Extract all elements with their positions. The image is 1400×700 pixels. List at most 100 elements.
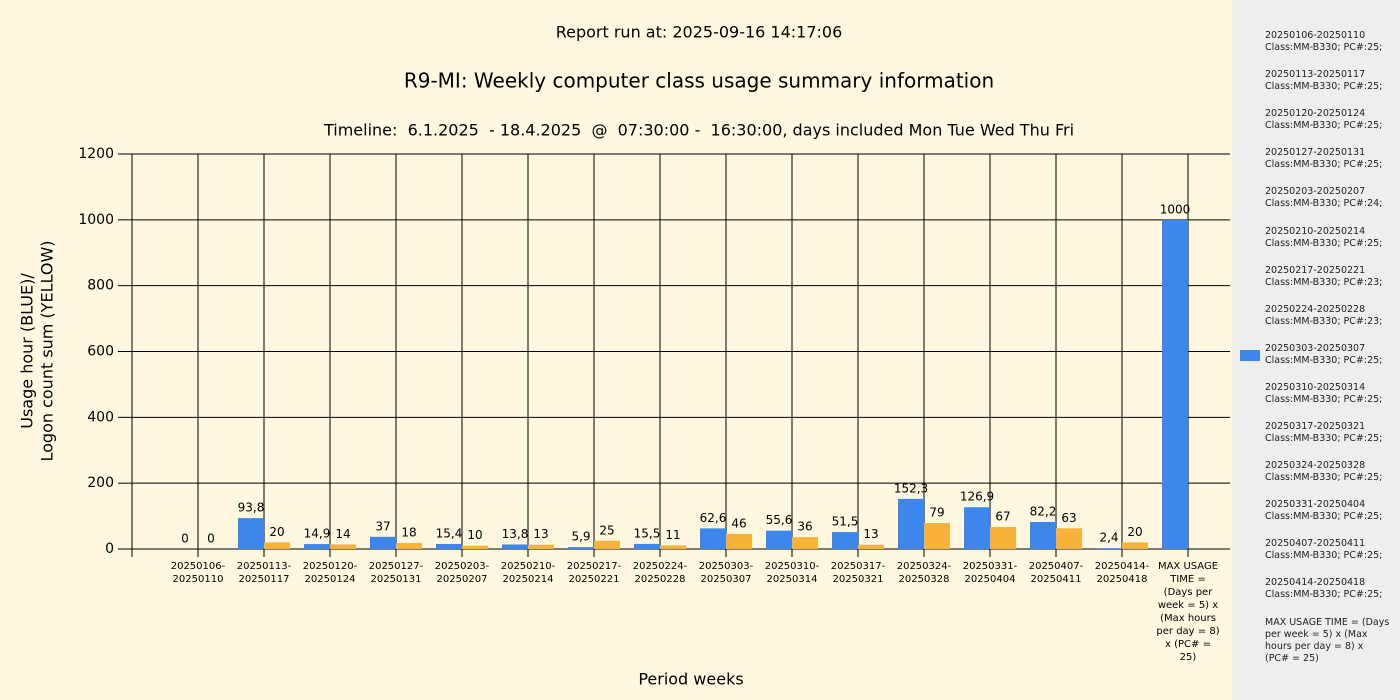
legend-entry: 20250120-20250124 Class:MM-B330; PC#:25;: [1265, 108, 1390, 132]
x-tick-label: 20250120-20250124: [302, 561, 358, 585]
bar: [502, 544, 528, 549]
data-label: 55,6: [766, 513, 793, 527]
legend-label: 20250324-20250328: [1265, 460, 1366, 472]
legend-entry: 20250303-20250307 Class:MM-B330; PC#:25;: [1265, 343, 1390, 367]
data-label: 46: [731, 516, 746, 530]
x-tick-label: 20250106-20250110: [170, 561, 226, 585]
legend-entry: 20250217-20250221 Class:MM-B330; PC#:23;: [1265, 265, 1390, 289]
legend-detail: Class:MM-B330; PC#:25;: [1265, 433, 1383, 444]
y-tick-label: 600: [87, 344, 114, 360]
x-tick-label: 20250217-20250221: [566, 561, 622, 585]
data-label: 93,8: [238, 501, 265, 515]
legend-entry: 20250203-20250207 Class:MM-B330; PC#:24;: [1265, 186, 1390, 210]
data-label: 11: [665, 528, 680, 542]
x-tick-label: 20250203-20250207: [434, 561, 490, 585]
bar: [898, 498, 924, 549]
legend-detail: Class:MM-B330; PC#:23;: [1265, 315, 1383, 327]
data-label: 82,2: [1030, 504, 1057, 518]
x-tick-label: 20250407-20250411: [1028, 561, 1084, 585]
legend-label: 20250203-20250207: [1265, 186, 1366, 198]
x-tick-label: 20250414-20250418: [1094, 561, 1150, 585]
data-label: 126,9: [960, 490, 994, 504]
data-label: 20: [1127, 525, 1142, 539]
x-tick-label: 20250113-20250117: [236, 561, 292, 585]
bar: [264, 542, 290, 549]
legend-detail: Class:MM-B330; PC#:25;: [1265, 550, 1383, 562]
data-label: 79: [929, 505, 944, 519]
legend-label: 20250317-20250321: [1265, 421, 1366, 432]
legend-entry: 20250324-20250328 Class:MM-B330; PC#:25;: [1265, 460, 1390, 484]
bar: [700, 528, 726, 549]
legend-entry: 20250407-20250411 Class:MM-B330; PC#:25;: [1265, 538, 1390, 562]
legend-detail: Class:MM-B330; PC#:25;: [1265, 159, 1383, 171]
data-label: 25: [599, 523, 614, 537]
legend-detail: Class:MM-B330; PC#:25;: [1265, 120, 1383, 132]
data-label: 13: [863, 527, 878, 541]
chart-subtitle: Timeline: 6.1.2025 - 18.4.2025 @ 07:30:0…: [323, 121, 1074, 140]
legend-swatch: [1240, 349, 1260, 361]
data-label: 62,6: [700, 511, 727, 525]
data-label: 2,4: [1099, 531, 1118, 545]
bar: [594, 540, 620, 549]
legend-detail: Class:MM-B330; PC#:23;: [1265, 276, 1383, 288]
y-tick-label: 1200: [78, 146, 114, 162]
bar: [238, 518, 264, 549]
legend-entry: 20250106-20250110 Class:MM-B330; PC#:25;: [1265, 30, 1390, 54]
legend-detail: Class:MM-B330; PC#:25;: [1265, 81, 1383, 93]
bar: [766, 530, 792, 549]
bar: [436, 543, 462, 549]
y-axis-label: Logon count sum (YELLOW): [38, 240, 57, 461]
y-tick-label: 400: [87, 409, 114, 425]
legend-entry: 20250331-20250404 Class:MM-B330; PC#:25;: [1265, 499, 1390, 523]
bar: [832, 532, 858, 549]
y-tick-label: 800: [87, 278, 114, 294]
legend-detail: Class:MM-B330; PC#:25;: [1265, 354, 1383, 366]
legend-label: 20250310-20250314: [1265, 381, 1366, 393]
legend-label: 20250127-20250131: [1265, 147, 1366, 159]
legend-entry: 20250224-20250228 Class:MM-B330; PC#:23;: [1265, 304, 1390, 328]
data-label: 14: [335, 527, 350, 541]
legend-entry: 20250127-20250131 Class:MM-B330; PC#:25;: [1265, 147, 1390, 171]
x-axis-label: Period weeks: [638, 670, 743, 689]
legend-entry: 20250414-20250418 Class:MM-B330; PC#:25;: [1265, 577, 1390, 601]
bar: [634, 543, 660, 549]
y-axis-label: Usage hour (BLUE)/: [18, 273, 37, 429]
legend-detail: Class:MM-B330; PC#:25;: [1265, 472, 1383, 484]
x-tick-label: 20250310-20250314: [764, 561, 820, 585]
chart-title: R9-MI: Weekly computer class usage summa…: [404, 69, 994, 93]
legend-label: 20250414-20250418: [1265, 577, 1366, 589]
legend-entry: 20250317-20250321 Class:MM-B330; PC#:25;: [1265, 421, 1390, 445]
legend-entry: 20250113-20250117 Class:MM-B330; PC#:25;: [1265, 69, 1390, 93]
legend-label: 20250331-20250404: [1265, 499, 1366, 511]
bar: [858, 544, 884, 549]
bar: [1030, 521, 1056, 549]
x-tick-label: 20250324-20250328: [896, 561, 952, 585]
data-label: 152,3: [894, 481, 928, 495]
bar: [396, 543, 422, 549]
x-tick-label: 20250224-20250228: [632, 561, 688, 585]
legend-detail: Class:MM-B330; PC#:25;: [1265, 511, 1383, 523]
bar: [1056, 528, 1082, 549]
legend-label: 20250303-20250307: [1265, 342, 1366, 354]
bar: [1162, 219, 1188, 550]
bar: [370, 536, 396, 549]
data-label: 67: [995, 509, 1010, 523]
y-tick-label: 0: [105, 541, 114, 557]
legend-entry: MAX USAGE TIME = (Days per week = 5) x (…: [1265, 617, 1390, 665]
legend-label: 20250106-20250110: [1265, 30, 1366, 41]
bar: [568, 547, 594, 549]
data-label: 14,9: [304, 527, 331, 541]
data-label: 63: [1061, 511, 1076, 525]
data-label: 37: [375, 519, 390, 533]
x-tick-label: MAX USAGE TIME = (Days per week = 5) x (…: [1156, 561, 1220, 663]
x-tick-label: 20250210-20250214: [500, 561, 556, 585]
legend-entry: 20250310-20250314 Class:MM-B330; PC#:25;: [1265, 382, 1390, 406]
bar: [990, 526, 1016, 549]
legend-label: 20250113-20250117: [1265, 69, 1366, 81]
legend-label: 20250224-20250228: [1265, 303, 1366, 315]
bar: [330, 544, 356, 549]
legend-label: 20250407-20250411: [1265, 538, 1366, 550]
bar: [528, 544, 554, 549]
bar: [924, 522, 950, 549]
bar: [964, 507, 990, 549]
